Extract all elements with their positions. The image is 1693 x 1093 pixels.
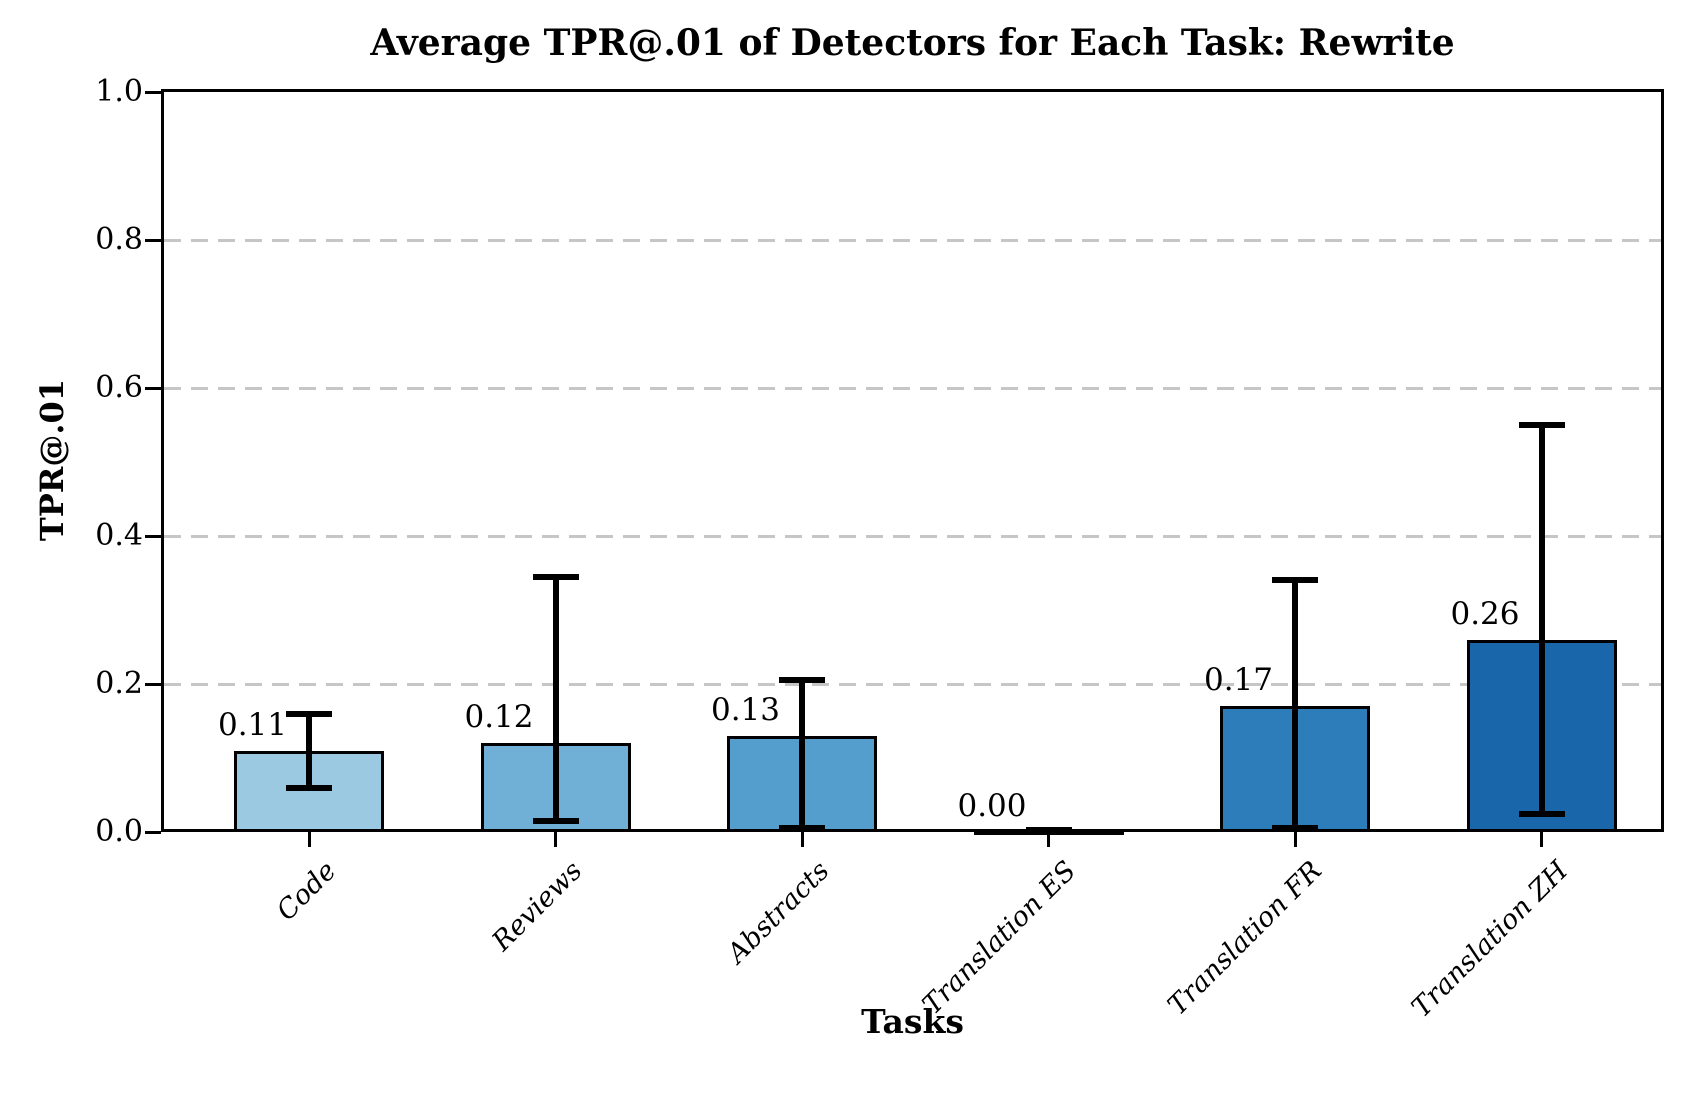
x-tick-label-translation-es: Translation ES [916, 855, 1082, 1021]
x-tick [307, 832, 311, 847]
y-tick-label: 1.0 [95, 74, 143, 109]
error-bar [1292, 580, 1298, 829]
x-tick-label-translation-fr: Translation FR [1162, 855, 1329, 1022]
x-tick [1540, 832, 1543, 847]
error-cap-top [779, 677, 825, 684]
y-tick-label: 0.8 [95, 222, 143, 257]
bar-value-label: 0.00 [957, 788, 1027, 824]
x-axis-label: Tasks [861, 1002, 964, 1041]
y-tick-label: 0.0 [95, 814, 143, 849]
bar-value-label: 0.12 [464, 699, 534, 736]
error-bar [1538, 425, 1545, 814]
y-tick-label: 0.6 [95, 370, 143, 405]
error-bar [552, 576, 559, 821]
error-cap-top [532, 573, 579, 580]
x-tick-label-abstracts: Abstracts [721, 855, 836, 970]
gridline [164, 534, 1661, 538]
x-tick-label-reviews: Reviews [486, 855, 589, 958]
y-tick [145, 90, 161, 94]
gridline [164, 386, 1661, 390]
bar-value-label: 0.26 [1450, 595, 1520, 632]
error-cap-bottom [1272, 825, 1318, 832]
gridline [164, 682, 1661, 686]
error-cap-bottom [1518, 810, 1565, 817]
y-tick [145, 238, 161, 242]
plot-area [161, 89, 1664, 832]
x-tick [800, 832, 804, 847]
y-tick [145, 534, 161, 538]
bar-value-label: 0.11 [217, 706, 287, 743]
bar-value-label: 0.17 [1203, 662, 1273, 699]
error-cap-bottom [532, 817, 579, 824]
x-tick [554, 832, 557, 847]
error-cap-bottom [286, 784, 332, 791]
error-cap-top [286, 710, 332, 717]
x-tick [1293, 832, 1297, 847]
x-tick [1047, 832, 1050, 847]
x-tick-label-translation-zh: Translation ZH [1406, 855, 1575, 1024]
y-tick [145, 830, 161, 834]
chart-title: Average TPR@.01 of Detectors for Each Ta… [370, 22, 1455, 64]
error-cap-top [1518, 422, 1565, 428]
y-tick [145, 386, 161, 390]
y-tick-label: 0.2 [95, 666, 143, 701]
x-tick-label-code: Code [270, 855, 343, 927]
error-cap-bottom [779, 825, 825, 832]
bar-value-label: 0.13 [710, 691, 780, 728]
y-tick [145, 682, 161, 686]
y-tick-label: 0.4 [95, 518, 143, 553]
error-bar [306, 713, 312, 788]
error-bar [799, 680, 805, 829]
error-cap-top [1272, 577, 1318, 584]
gridline [164, 238, 1661, 242]
